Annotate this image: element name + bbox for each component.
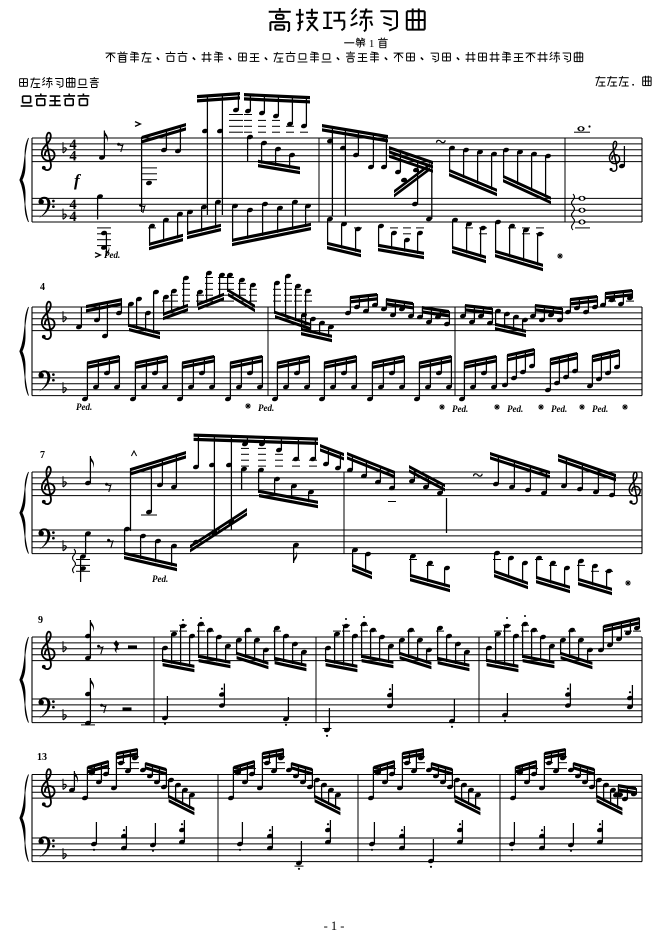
svg-text:1: 1 — [369, 38, 375, 50]
svg-text:4: 4 — [69, 137, 76, 153]
svg-text:7: 7 — [40, 450, 45, 461]
svg-text:4: 4 — [40, 282, 45, 293]
svg-text:Ped.: Ped. — [104, 250, 120, 260]
svg-text:4: 4 — [69, 149, 76, 165]
svg-text:Ped.: Ped. — [452, 404, 468, 414]
svg-text:Ped.: Ped. — [507, 404, 523, 414]
svg-text:9: 9 — [38, 615, 43, 626]
svg-text:Ped.: Ped. — [551, 404, 567, 414]
svg-text:4: 4 — [69, 209, 76, 225]
svg-text:Ped.: Ped. — [76, 402, 92, 412]
svg-text:13: 13 — [37, 752, 47, 763]
svg-text:f: f — [74, 171, 82, 190]
svg-text:4: 4 — [69, 197, 76, 213]
svg-text:Ped.: Ped. — [258, 403, 274, 413]
svg-text:Ped.: Ped. — [152, 574, 168, 584]
svg-text:Ped.: Ped. — [592, 404, 608, 414]
svg-text:- 1 -: - 1 - — [324, 919, 345, 933]
